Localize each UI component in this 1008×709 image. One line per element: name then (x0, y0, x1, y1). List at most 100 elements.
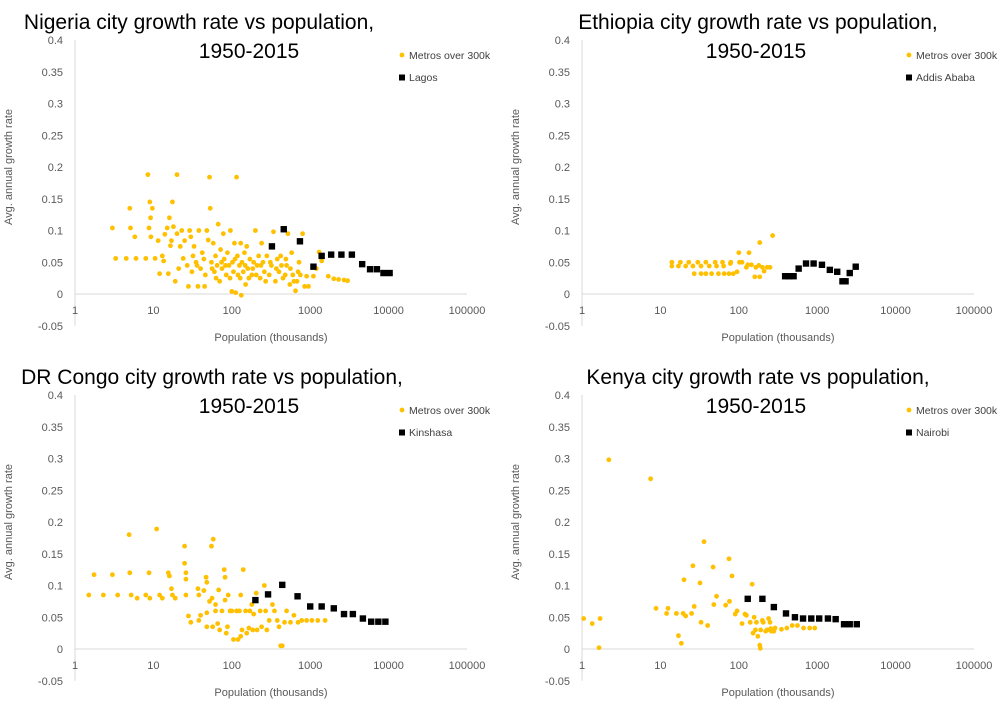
data-point-metro (276, 624, 282, 630)
data-point-metro (300, 231, 306, 237)
data-point-metro (218, 247, 224, 252)
data-point-metro (757, 274, 763, 280)
data-point-metro (172, 278, 178, 284)
data-point-metro (180, 256, 186, 261)
data-point-metro (691, 604, 697, 609)
data-point-metro (278, 253, 284, 259)
data-point-metro (795, 623, 800, 628)
data-point-metro (272, 608, 277, 614)
data-point-metro (726, 556, 732, 562)
data-point-capital (327, 251, 335, 258)
data-point-metro (749, 262, 754, 268)
data-point-metro (222, 597, 228, 603)
data-point-metro (195, 586, 201, 592)
data-point-metro (274, 256, 280, 262)
data-point-metro (270, 602, 275, 607)
data-point-metro (148, 234, 154, 240)
x-axis-label: Population (thousands) (214, 687, 327, 699)
chart-dr-congo: DR Congo city growth rate vs population,… (3, 366, 491, 699)
data-point-metro (238, 240, 244, 246)
data-point-metro (295, 619, 301, 625)
x-axis-label: Population (thousands) (721, 687, 834, 699)
data-point-metro (225, 592, 231, 598)
data-point-capital (280, 226, 287, 233)
data-point-metro (284, 608, 289, 614)
chart-title-line: 1950-2015 (706, 40, 806, 63)
data-point-metro (240, 269, 246, 275)
data-point-metro (288, 266, 293, 271)
data-point-capital (330, 605, 338, 612)
series-metros (86, 526, 328, 649)
data-point-metro (698, 619, 704, 625)
data-point-metro (721, 271, 727, 277)
data-point-metro (264, 627, 270, 633)
data-point-metro (236, 263, 242, 268)
data-point-metro (231, 269, 236, 275)
data-point-metro (214, 263, 220, 268)
data-point-metro (336, 276, 341, 282)
data-point-metro (664, 611, 670, 616)
chart-nigeria: Nigeria city growth rate vs population, 1… (3, 11, 491, 344)
y-tick-label: 0.1 (555, 581, 570, 593)
data-point-metro (183, 570, 189, 576)
data-point-metro (243, 608, 249, 614)
data-point-metro (284, 263, 289, 268)
data-point-metro (250, 627, 256, 633)
y-axis-label: Avg. annual growth rate (510, 109, 522, 225)
data-point-metro (205, 237, 211, 243)
data-point-capital (294, 593, 301, 600)
data-point-metro (202, 272, 208, 278)
y-tick-label: 0.05 (42, 612, 63, 624)
data-point-metro (243, 282, 249, 287)
data-point-capital (366, 266, 374, 273)
data-point-metro (235, 637, 241, 642)
data-point-metro (293, 288, 298, 294)
data-point-metro (149, 205, 155, 211)
data-point-metro (209, 259, 214, 265)
data-point-metro (219, 608, 225, 614)
y-tick-label: 0.3 (48, 454, 63, 466)
data-point-metro (701, 539, 707, 545)
data-point-metro (215, 621, 221, 626)
data-point-metro (196, 618, 202, 623)
data-point-metro (258, 263, 264, 268)
data-point-metro (648, 476, 654, 482)
legend-label-metros: Metros over 300k (916, 405, 998, 417)
data-point-metro (683, 263, 689, 269)
data-point-metro (230, 259, 235, 265)
y-tick-label: 0.05 (42, 257, 63, 269)
data-point-metro (199, 250, 205, 256)
data-point-capital (790, 273, 797, 280)
data-point-metro (691, 271, 697, 277)
data-point-metro (302, 283, 308, 289)
data-point-metro (653, 605, 659, 611)
series-metros (669, 233, 776, 280)
data-point-metro (279, 643, 285, 649)
data-point-metro (168, 243, 173, 249)
data-point-metro (256, 253, 262, 259)
data-point-metro (183, 576, 189, 582)
data-point-metro (291, 612, 297, 618)
data-point-metro (223, 630, 229, 636)
data-point-metro (133, 256, 139, 261)
data-point-capital (808, 615, 815, 622)
data-point-metro (325, 273, 331, 279)
data-point-metro (247, 256, 253, 262)
data-point-metro (244, 243, 250, 249)
data-point-metro (189, 269, 195, 275)
data-point-metro (299, 618, 305, 623)
data-point-metro (203, 574, 209, 580)
data-point-metro (698, 271, 704, 277)
chart-title-line: 1950-2015 (199, 395, 299, 418)
data-point-metro (161, 258, 167, 264)
data-point-metro (309, 618, 315, 623)
data-point-metro (165, 271, 171, 277)
series-capital (268, 226, 393, 277)
legend-label-capital: Lagos (409, 72, 438, 84)
chart-kenya: Kenya city growth rate vs population, 195… (510, 366, 998, 699)
data-point-metro (171, 224, 176, 230)
data-point-metro (174, 172, 180, 178)
y-tick-label: 0 (57, 289, 63, 301)
chart-title-line: Ethiopia city growth rate vs population, (578, 11, 938, 34)
data-point-metro (246, 275, 252, 281)
